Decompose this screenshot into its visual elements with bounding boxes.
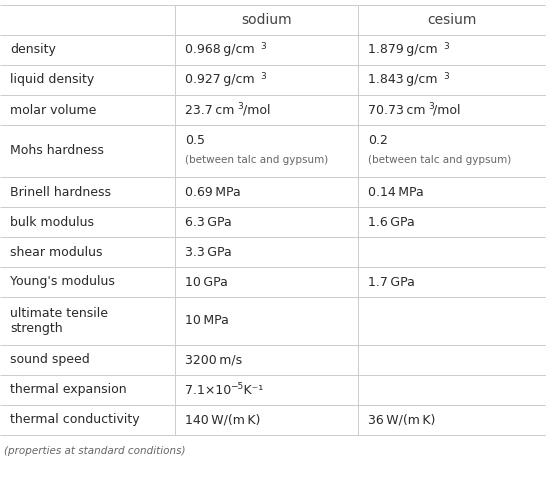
Text: −5: −5 <box>230 382 244 391</box>
Text: 140 W/(m K): 140 W/(m K) <box>185 413 260 427</box>
Text: 0.2: 0.2 <box>368 134 388 147</box>
Text: molar volume: molar volume <box>10 103 97 116</box>
Text: liquid density: liquid density <box>10 73 94 87</box>
Text: sound speed: sound speed <box>10 353 90 366</box>
Text: 0.69 MPa: 0.69 MPa <box>185 186 241 198</box>
Text: 3200 m/s: 3200 m/s <box>185 353 242 366</box>
Text: 70.73 cm: 70.73 cm <box>368 103 425 116</box>
Text: 36 W/(m K): 36 W/(m K) <box>368 413 435 427</box>
Text: ultimate tensile
strength: ultimate tensile strength <box>10 307 108 335</box>
Text: 3: 3 <box>238 102 244 111</box>
Text: 0.968 g/cm: 0.968 g/cm <box>185 44 254 56</box>
Text: 3: 3 <box>260 72 266 81</box>
Text: 0.927 g/cm: 0.927 g/cm <box>185 73 254 87</box>
Text: Brinell hardness: Brinell hardness <box>10 186 111 198</box>
Text: 10 GPa: 10 GPa <box>185 276 228 289</box>
Text: Young's modulus: Young's modulus <box>10 276 115 289</box>
Text: /mol: /mol <box>434 103 461 116</box>
Text: /mol: /mol <box>243 103 270 116</box>
Text: (properties at standard conditions): (properties at standard conditions) <box>4 446 186 456</box>
Text: 3: 3 <box>443 72 449 81</box>
Text: 6.3 GPa: 6.3 GPa <box>185 215 232 229</box>
Text: 3.3 GPa: 3.3 GPa <box>185 246 232 258</box>
Text: 1.7 GPa: 1.7 GPa <box>368 276 415 289</box>
Text: thermal expansion: thermal expansion <box>10 384 127 396</box>
Text: shear modulus: shear modulus <box>10 246 103 258</box>
Text: K⁻¹: K⁻¹ <box>241 384 263 396</box>
Text: bulk modulus: bulk modulus <box>10 215 94 229</box>
Text: 1.6 GPa: 1.6 GPa <box>368 215 415 229</box>
Text: density: density <box>10 44 56 56</box>
Text: 3: 3 <box>260 42 266 51</box>
Text: 0.14 MPa: 0.14 MPa <box>368 186 424 198</box>
Text: (between talc and gypsum): (between talc and gypsum) <box>185 155 328 165</box>
Text: 10 MPa: 10 MPa <box>185 314 229 328</box>
Text: thermal conductivity: thermal conductivity <box>10 413 140 427</box>
Text: 23.7 cm: 23.7 cm <box>185 103 234 116</box>
Text: sodium: sodium <box>241 13 292 27</box>
Text: 3: 3 <box>428 102 434 111</box>
Text: 7.1×10: 7.1×10 <box>185 384 232 396</box>
Text: 3: 3 <box>443 42 449 51</box>
Text: Mohs hardness: Mohs hardness <box>10 145 104 157</box>
Text: 1.879 g/cm: 1.879 g/cm <box>368 44 438 56</box>
Text: 1.843 g/cm: 1.843 g/cm <box>368 73 437 87</box>
Text: (between talc and gypsum): (between talc and gypsum) <box>368 155 511 165</box>
Text: cesium: cesium <box>428 13 477 27</box>
Text: 0.5: 0.5 <box>185 134 205 147</box>
